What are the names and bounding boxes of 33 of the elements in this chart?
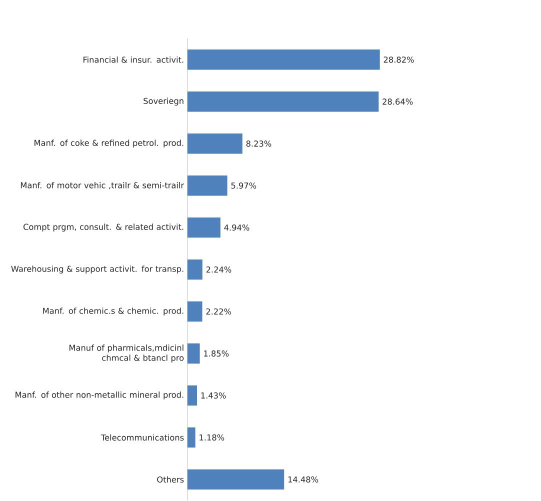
bar <box>187 470 284 490</box>
bar <box>187 302 202 322</box>
y-tick-label: Telecommunications <box>100 434 184 441</box>
data-label: 28.82% <box>384 56 414 63</box>
data-label: 1.43% <box>201 392 226 399</box>
y-tick-label: Manf. of chemic.s & chemic. prod. <box>43 308 184 316</box>
bar <box>187 92 379 112</box>
y-tick-label: Soveriegn <box>144 98 184 106</box>
y-tick-label: Manf. of other non-metallic mineral prod. <box>16 392 184 400</box>
data-label: 28.64% <box>382 98 413 105</box>
data-label: 14.48% <box>288 476 318 483</box>
data-label: 2.22% <box>206 308 232 315</box>
y-tick-label: Manf. of motor vehic ,trailr & semi-trailr <box>20 182 184 190</box>
bar <box>187 134 242 154</box>
data-label: 1.18% <box>200 434 224 441</box>
data-label: 5.97% <box>231 182 256 189</box>
bar <box>187 50 380 70</box>
data-label: 1.85% <box>204 350 229 357</box>
y-tick-label: Manf. of coke & refined petrol. prod. <box>34 140 184 148</box>
y-tick-label: Manuf of pharmicals,mdicinl chmcal & btancl pro <box>70 344 184 363</box>
bar <box>187 428 196 448</box>
bar <box>187 386 197 406</box>
y-tick-label: Financial & insur. activit. <box>84 56 184 63</box>
y-tick-label: Compt prgm, consult. & related activit. <box>23 224 184 232</box>
data-label: 2.24% <box>206 266 232 273</box>
bar <box>187 260 202 280</box>
bar <box>187 176 228 196</box>
bar <box>187 218 220 238</box>
bar <box>187 344 200 364</box>
y-tick-label: Warehousing & support activit. for transp. <box>11 266 184 274</box>
data-label: 8.23% <box>246 140 272 147</box>
y-tick-label: Others <box>157 476 184 483</box>
data-label: 4.94% <box>224 224 250 231</box>
